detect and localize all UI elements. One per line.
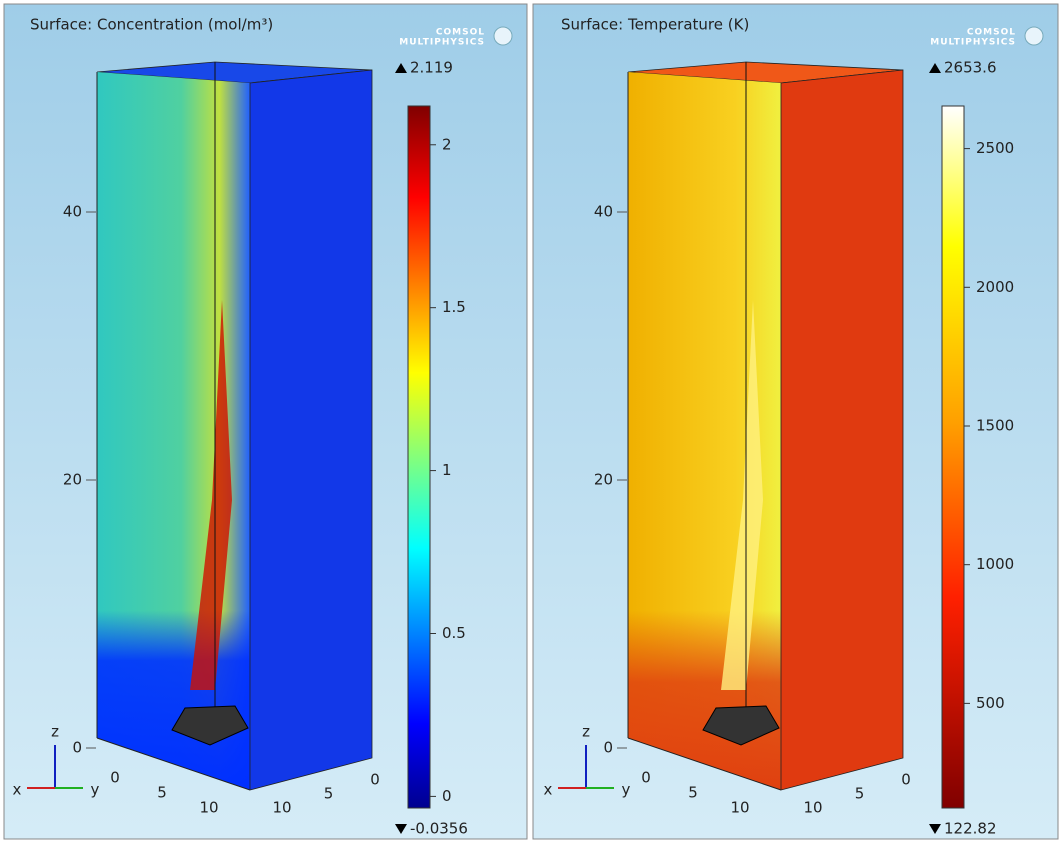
z-tick-label: 20	[63, 471, 82, 489]
colorbar-min: 122.82	[944, 820, 997, 838]
logo-text: COMSOL	[436, 28, 485, 38]
x-tick-label: 10	[199, 799, 218, 817]
colorbar-tick-label: 1000	[976, 555, 1014, 573]
logo-text: COMSOL	[967, 28, 1016, 38]
colorbar-tick-label: 1	[442, 461, 452, 479]
x-tick-label: 0	[110, 769, 120, 787]
triad-label: y	[91, 781, 100, 799]
logo-text: MULTIPHYSICS	[930, 38, 1016, 48]
panel-title: Surface: Concentration (mol/m³)	[30, 16, 273, 34]
logo-icon	[494, 27, 512, 45]
colorbar-tick-label: 500	[976, 694, 1005, 712]
z-tick-label: 20	[594, 471, 613, 489]
triad-label: z	[582, 723, 590, 741]
box-right-face	[250, 70, 372, 790]
colorbar	[942, 106, 964, 808]
panel-title: Surface: Temperature (K)	[561, 16, 749, 34]
colorbar-tick-label: 2	[442, 135, 452, 153]
x-tick-label: 0	[641, 769, 651, 787]
triad-label: z	[51, 723, 59, 741]
colorbar-tick-label: 0	[442, 787, 452, 805]
x-tick-label: 5	[157, 784, 167, 802]
y-tick-label: 10	[272, 799, 291, 817]
triad-label: x	[13, 781, 22, 799]
x-tick-label: 10	[730, 799, 749, 817]
colorbar-tick-label: 0.5	[442, 624, 466, 642]
colorbar-max: 2653.6	[944, 59, 997, 77]
box-right-face	[781, 70, 903, 790]
y-tick-label: 5	[855, 785, 865, 803]
x-tick-label: 5	[688, 784, 698, 802]
triad-label: y	[622, 781, 631, 799]
colorbar-tick-label: 1.5	[442, 298, 466, 316]
z-tick-label: 0	[72, 739, 82, 757]
colorbar-min: -0.0356	[410, 820, 468, 838]
colorbar-tick-label: 2000	[976, 278, 1014, 296]
logo-icon	[1025, 27, 1043, 45]
colorbar-tick-label: 1500	[976, 416, 1014, 434]
y-tick-label: 0	[370, 771, 380, 789]
y-tick-label: 0	[901, 771, 911, 789]
z-tick-label: 40	[594, 203, 613, 221]
triad-label: x	[544, 781, 553, 799]
colorbar-tick-label: 2500	[976, 139, 1014, 157]
z-tick-label: 40	[63, 203, 82, 221]
y-tick-label: 5	[324, 785, 334, 803]
colorbar	[408, 106, 430, 808]
y-tick-label: 10	[803, 799, 822, 817]
logo-text: MULTIPHYSICS	[399, 38, 485, 48]
colorbar-max: 2.119	[410, 59, 453, 77]
z-tick-label: 0	[603, 739, 613, 757]
screenshot: Surface: Concentration (mol/m³)COMSOLMUL…	[0, 0, 1062, 843]
